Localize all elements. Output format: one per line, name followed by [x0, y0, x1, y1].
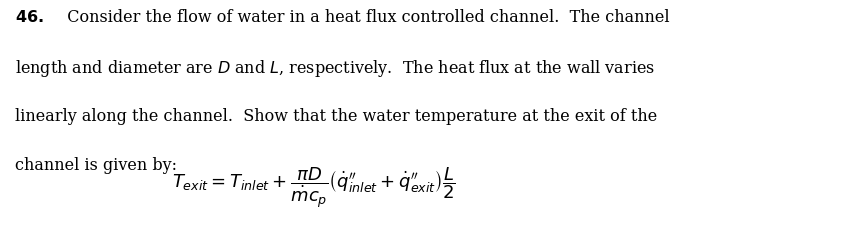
Text: linearly along the channel.  Show that the water temperature at the exit of the: linearly along the channel. Show that th… [15, 108, 658, 125]
Text: $\bf{46.}$: $\bf{46.}$ [15, 9, 44, 26]
Text: $T_{exit} = T_{inlet} + \dfrac{\pi D}{\dot{m}c_{p}}\left(\dot{q}^{\prime\prime}_: $T_{exit} = T_{inlet} + \dfrac{\pi D}{\d… [172, 166, 455, 212]
Text: Consider the flow of water in a heat flux controlled channel.  The channel: Consider the flow of water in a heat flu… [57, 9, 669, 26]
Text: channel is given by:: channel is given by: [15, 157, 178, 174]
Text: length and diameter are $\it{D}$ and $\it{L}$, respectively.  The heat flux at t: length and diameter are $\it{D}$ and $\i… [15, 58, 655, 79]
